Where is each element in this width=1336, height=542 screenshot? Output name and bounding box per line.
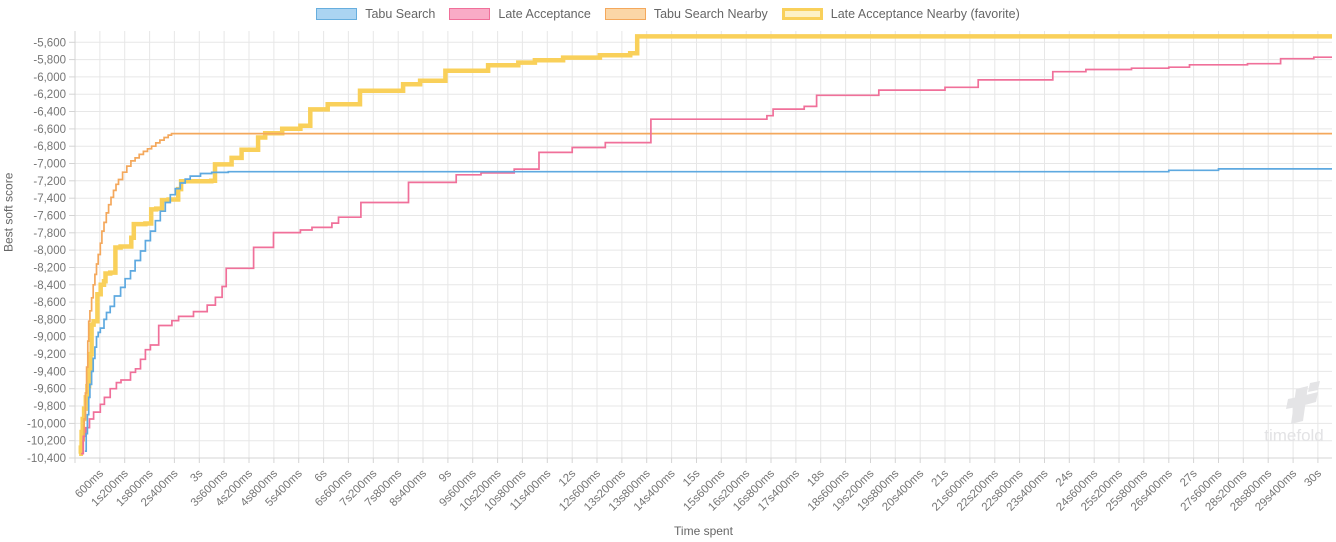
legend-label: Tabu Search bbox=[365, 7, 436, 21]
x-axis-title: Time spent bbox=[674, 524, 733, 538]
legend-swatch-icon bbox=[604, 8, 646, 20]
series-line-tabu-search bbox=[84, 168, 1332, 452]
y-tick-label: -7,400 bbox=[33, 193, 66, 205]
watermark-logo-horizontal-bar-left bbox=[1286, 396, 1303, 409]
y-tick-label: -7,000 bbox=[33, 159, 66, 171]
y-tick-label: -6,800 bbox=[33, 141, 66, 153]
legend-swatch-icon bbox=[781, 8, 823, 20]
series-line-late-acceptance bbox=[81, 56, 1332, 455]
y-tick-label: -9,200 bbox=[33, 349, 66, 361]
y-tick-label: -6,400 bbox=[33, 107, 66, 119]
gridlines bbox=[75, 31, 1332, 459]
legend-label: Late Acceptance bbox=[498, 7, 591, 21]
y-tick-labels: -5,600 -5,800 -6,000 -6,200 -6,400 -6,600 -6,8… bbox=[27, 37, 66, 465]
series-line-tabu-search-nearby bbox=[81, 132, 1332, 455]
legend-label: Late Acceptance Nearby (favorite) bbox=[830, 7, 1020, 21]
y-tick-label: -10,000 bbox=[27, 418, 66, 430]
y-tick-label: -8,600 bbox=[33, 297, 66, 309]
y-tick-label: -5,800 bbox=[33, 55, 66, 67]
x-tick-label: 30s bbox=[1302, 467, 1324, 489]
y-tick-label: -8,800 bbox=[33, 314, 66, 326]
watermark-logo-horizontal-bar-right bbox=[1305, 392, 1318, 405]
y-tick-label: -7,200 bbox=[33, 176, 66, 188]
y-tick-label: -7,800 bbox=[33, 228, 66, 240]
y-tick-label: -8,400 bbox=[33, 280, 66, 292]
y-tick-label: -9,400 bbox=[33, 366, 66, 378]
tick-marks bbox=[69, 41, 1319, 463]
y-tick-label: -9,800 bbox=[33, 401, 66, 413]
y-tick-label: -7,600 bbox=[33, 211, 66, 223]
y-tick-label: -6,000 bbox=[33, 72, 66, 84]
y-tick-label: -5,600 bbox=[33, 37, 66, 49]
y-tick-label: -8,000 bbox=[33, 245, 66, 257]
y-tick-label: -9,600 bbox=[33, 384, 66, 396]
watermark-text: timefold bbox=[1264, 426, 1324, 445]
series-lines bbox=[78, 34, 1332, 456]
legend-item-late-acceptance-nearby-favorite[interactable]: Late Acceptance Nearby (favorite) bbox=[781, 7, 1020, 21]
series-line-late-acceptance-nearby-favorite bbox=[78, 34, 1332, 456]
timefold-watermark: timefold bbox=[1264, 381, 1324, 445]
x-tick-label: 6s bbox=[313, 467, 330, 484]
y-tick-label: -10,200 bbox=[27, 436, 66, 448]
y-tick-label: -6,600 bbox=[33, 124, 66, 136]
legend-item-late-acceptance[interactable]: Late Acceptance bbox=[449, 7, 591, 21]
legend-label: Tabu Search Nearby bbox=[653, 7, 768, 21]
legend-item-tabu-search-nearby[interactable]: Tabu Search Nearby bbox=[604, 7, 768, 21]
y-tick-label: -10,400 bbox=[27, 453, 66, 465]
legend-swatch-icon bbox=[316, 8, 358, 20]
watermark-logo-top-piece bbox=[1308, 381, 1320, 392]
y-tick-label: -9,000 bbox=[33, 332, 66, 344]
x-tick-label: 9s bbox=[437, 467, 454, 484]
y-tick-label: -8,200 bbox=[33, 263, 66, 275]
axis-lines bbox=[74, 31, 1332, 459]
legend-item-tabu-search[interactable]: Tabu Search bbox=[316, 7, 435, 21]
chart-legend: Tabu Search Late Acceptance Tabu Search Ne… bbox=[0, 7, 1336, 21]
y-tick-label: -6,200 bbox=[33, 89, 66, 101]
x-tick-label: 3s bbox=[188, 467, 205, 484]
legend-swatch-icon bbox=[449, 8, 491, 20]
